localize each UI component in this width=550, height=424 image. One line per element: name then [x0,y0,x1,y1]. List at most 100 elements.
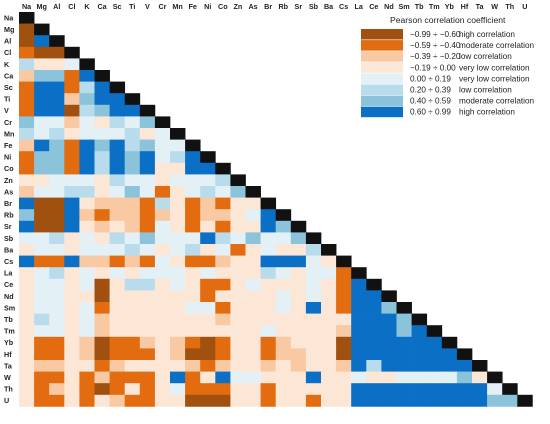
cell-Yb-Sc [109,336,126,349]
cell-Ba-Mg [34,244,50,256]
cell-Zn-Cr [154,174,171,187]
cell-Th-Sr [290,383,307,396]
cell-Ti-Na [19,93,35,106]
cell-Tb-As [245,313,261,326]
cell-W-Co [215,371,231,384]
cell-Rb-Br [260,209,277,222]
column-label-Sc: Sc [113,2,122,11]
cell-As-Zn [230,186,246,198]
row-label-Ca: Ca [4,71,14,80]
cell-Co-V [139,162,156,175]
cell-Rb-Ca [94,209,110,222]
cell-Cr-Na [19,116,35,129]
cell-Cs-Rb [275,255,292,268]
cell-Th-Cl [64,383,80,396]
cell-La-Br [260,267,277,280]
cell-U-Tb [411,394,428,407]
cell-Sm-Cs [336,302,352,314]
cell-Ni-Cl [64,151,80,164]
cell-Hf-Cl [64,348,80,361]
cell-Th-Fe [185,383,201,396]
cell-Tb-Fe [185,313,201,326]
cell-Sm-Cr [154,302,171,314]
cell-Hf-Sb [305,348,322,361]
cell-U-Hf [456,394,473,407]
cell-Tm-Tb [411,325,428,338]
cell-Rb-Cr [154,209,171,222]
column-label-La: La [355,2,364,11]
cell-Nd-Sb [305,290,322,303]
cell-Ce-Ca [94,278,110,291]
row-label-Sr: Sr [4,222,12,231]
cell-W-Ni [200,371,216,384]
cell-Ba-Ti [124,244,141,256]
cell-Sm-V [139,302,156,314]
cell-Cs-Mg [34,255,50,268]
cell-U-Sm [396,394,412,407]
cell-Nd-Sr [290,290,307,303]
cell-Sr-Cr [154,220,171,233]
cell-Ba-Al [49,244,65,256]
cell-W-Yb [441,371,458,384]
cell-Ce-Br [260,278,277,291]
legend-range-3: −0.19 ÷ 0.00 [410,63,456,72]
cell-Ba-Fe [185,244,201,256]
cell-Mn-Cl [64,128,80,140]
cell-Sm-Rb [275,302,292,314]
row-label-Al: Al [4,37,11,46]
cell-Yb-Tm [426,336,443,349]
cell-Sb-As [245,232,261,245]
cell-Ce-Mg [34,278,50,291]
cell-As-Na [19,186,35,198]
cell-Cr-Mg [34,116,50,129]
cell-Ce-Sb [305,278,322,291]
cell-Ce-Mn [170,278,186,291]
column-label-K: K [84,2,90,11]
cell-As-Ti [124,186,141,198]
cell-Nd-K [79,290,95,303]
cell-Ti-Ca [94,93,110,106]
cell-Cs-Ca [94,255,110,268]
cell-Br-Cr [154,197,171,210]
cell-As-Cr [154,186,171,198]
cell-Sm-Sc [109,302,126,314]
cell-U-Th [502,394,518,407]
cell-Tm-As [245,325,261,338]
cell-Fe-Al [49,139,65,152]
cell-Th-Tm [426,383,443,396]
cell-Tm-Sm [396,325,412,338]
cell-Tb-Cl [64,313,80,326]
cell-U-Zn [230,394,246,407]
cell-Nd-Br [260,290,277,303]
cell-Yb-As [245,336,261,349]
cell-Fe-Ca [94,139,110,152]
cell-Ce-Cr [154,278,171,291]
cell-Ta-Sr [290,360,307,372]
cell-Yb-Cs [336,336,352,349]
cell-Ba-V [139,244,156,256]
diagonal-cell-Al [49,35,65,48]
row-label-La: La [4,269,13,278]
cell-Rb-Ti [124,209,141,222]
cell-Nd-V [139,290,156,303]
cell-Sb-Fe [185,232,201,245]
cell-U-Yb [441,394,458,407]
row-label-W: W [4,373,11,382]
cell-Rb-V [139,209,156,222]
column-label-Ni: Ni [204,2,211,11]
cell-Cs-Al [49,255,65,268]
cell-Tm-Cr [154,325,171,338]
column-label-Ta: Ta [476,2,485,11]
cell-Yb-Br [260,336,277,349]
cell-Tb-La [351,313,367,326]
row-label-Zn: Zn [4,176,13,185]
cell-Cr-Ti [124,116,141,129]
cell-Yb-Zn [230,336,246,349]
legend-range-6: 0.40 ÷ 0.59 [410,97,451,106]
cell-Sm-Nd [381,302,397,314]
cell-Tb-Sb [305,313,322,326]
cell-Fe-Ti [124,139,141,152]
cell-As-Ca [94,186,110,198]
cell-Tb-Mn [170,313,186,326]
